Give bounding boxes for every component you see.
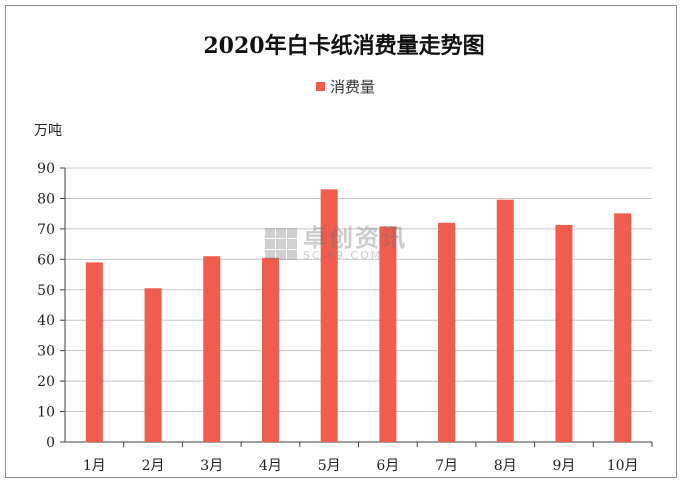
y-tick-label: 60 (37, 252, 55, 268)
chart-title: 2020年白卡纸消费量走势图 (203, 33, 485, 59)
bar (614, 213, 632, 442)
x-tick-label: 9月 (552, 458, 575, 474)
legend-label: 消费量 (330, 78, 376, 96)
bar (379, 226, 397, 442)
bar (144, 288, 162, 442)
y-tick-label: 10 (37, 405, 55, 421)
bar (438, 222, 456, 442)
y-tick-label: 50 (37, 283, 55, 299)
x-tick-label: 3月 (200, 458, 223, 474)
x-tick-label: 5月 (318, 458, 341, 474)
y-tick-label: 70 (37, 222, 55, 238)
y-axis-unit-label: 万吨 (34, 123, 62, 139)
x-tick-label: 7月 (435, 458, 458, 474)
y-tick-label: 80 (37, 191, 55, 207)
y-tick-label: 90 (37, 161, 55, 177)
x-tick-label: 1月 (83, 458, 106, 474)
bar (203, 256, 221, 442)
legend-swatch (316, 82, 325, 91)
bar (555, 224, 573, 442)
x-tick-label: 4月 (259, 458, 282, 474)
bar (496, 199, 514, 442)
y-tick-label: 20 (37, 374, 55, 390)
x-tick-label: 8月 (494, 458, 517, 474)
y-tick-label: 30 (37, 344, 55, 360)
x-tick-label: 6月 (376, 458, 399, 474)
x-tick-label: 2月 (142, 458, 165, 474)
y-tick-label: 0 (46, 435, 55, 451)
bar (85, 262, 103, 442)
legend: 消费量 (316, 76, 375, 97)
x-tick-label: 10月 (607, 458, 639, 474)
bar (320, 189, 338, 442)
y-tick-label: 40 (37, 313, 55, 329)
bar (261, 257, 279, 442)
